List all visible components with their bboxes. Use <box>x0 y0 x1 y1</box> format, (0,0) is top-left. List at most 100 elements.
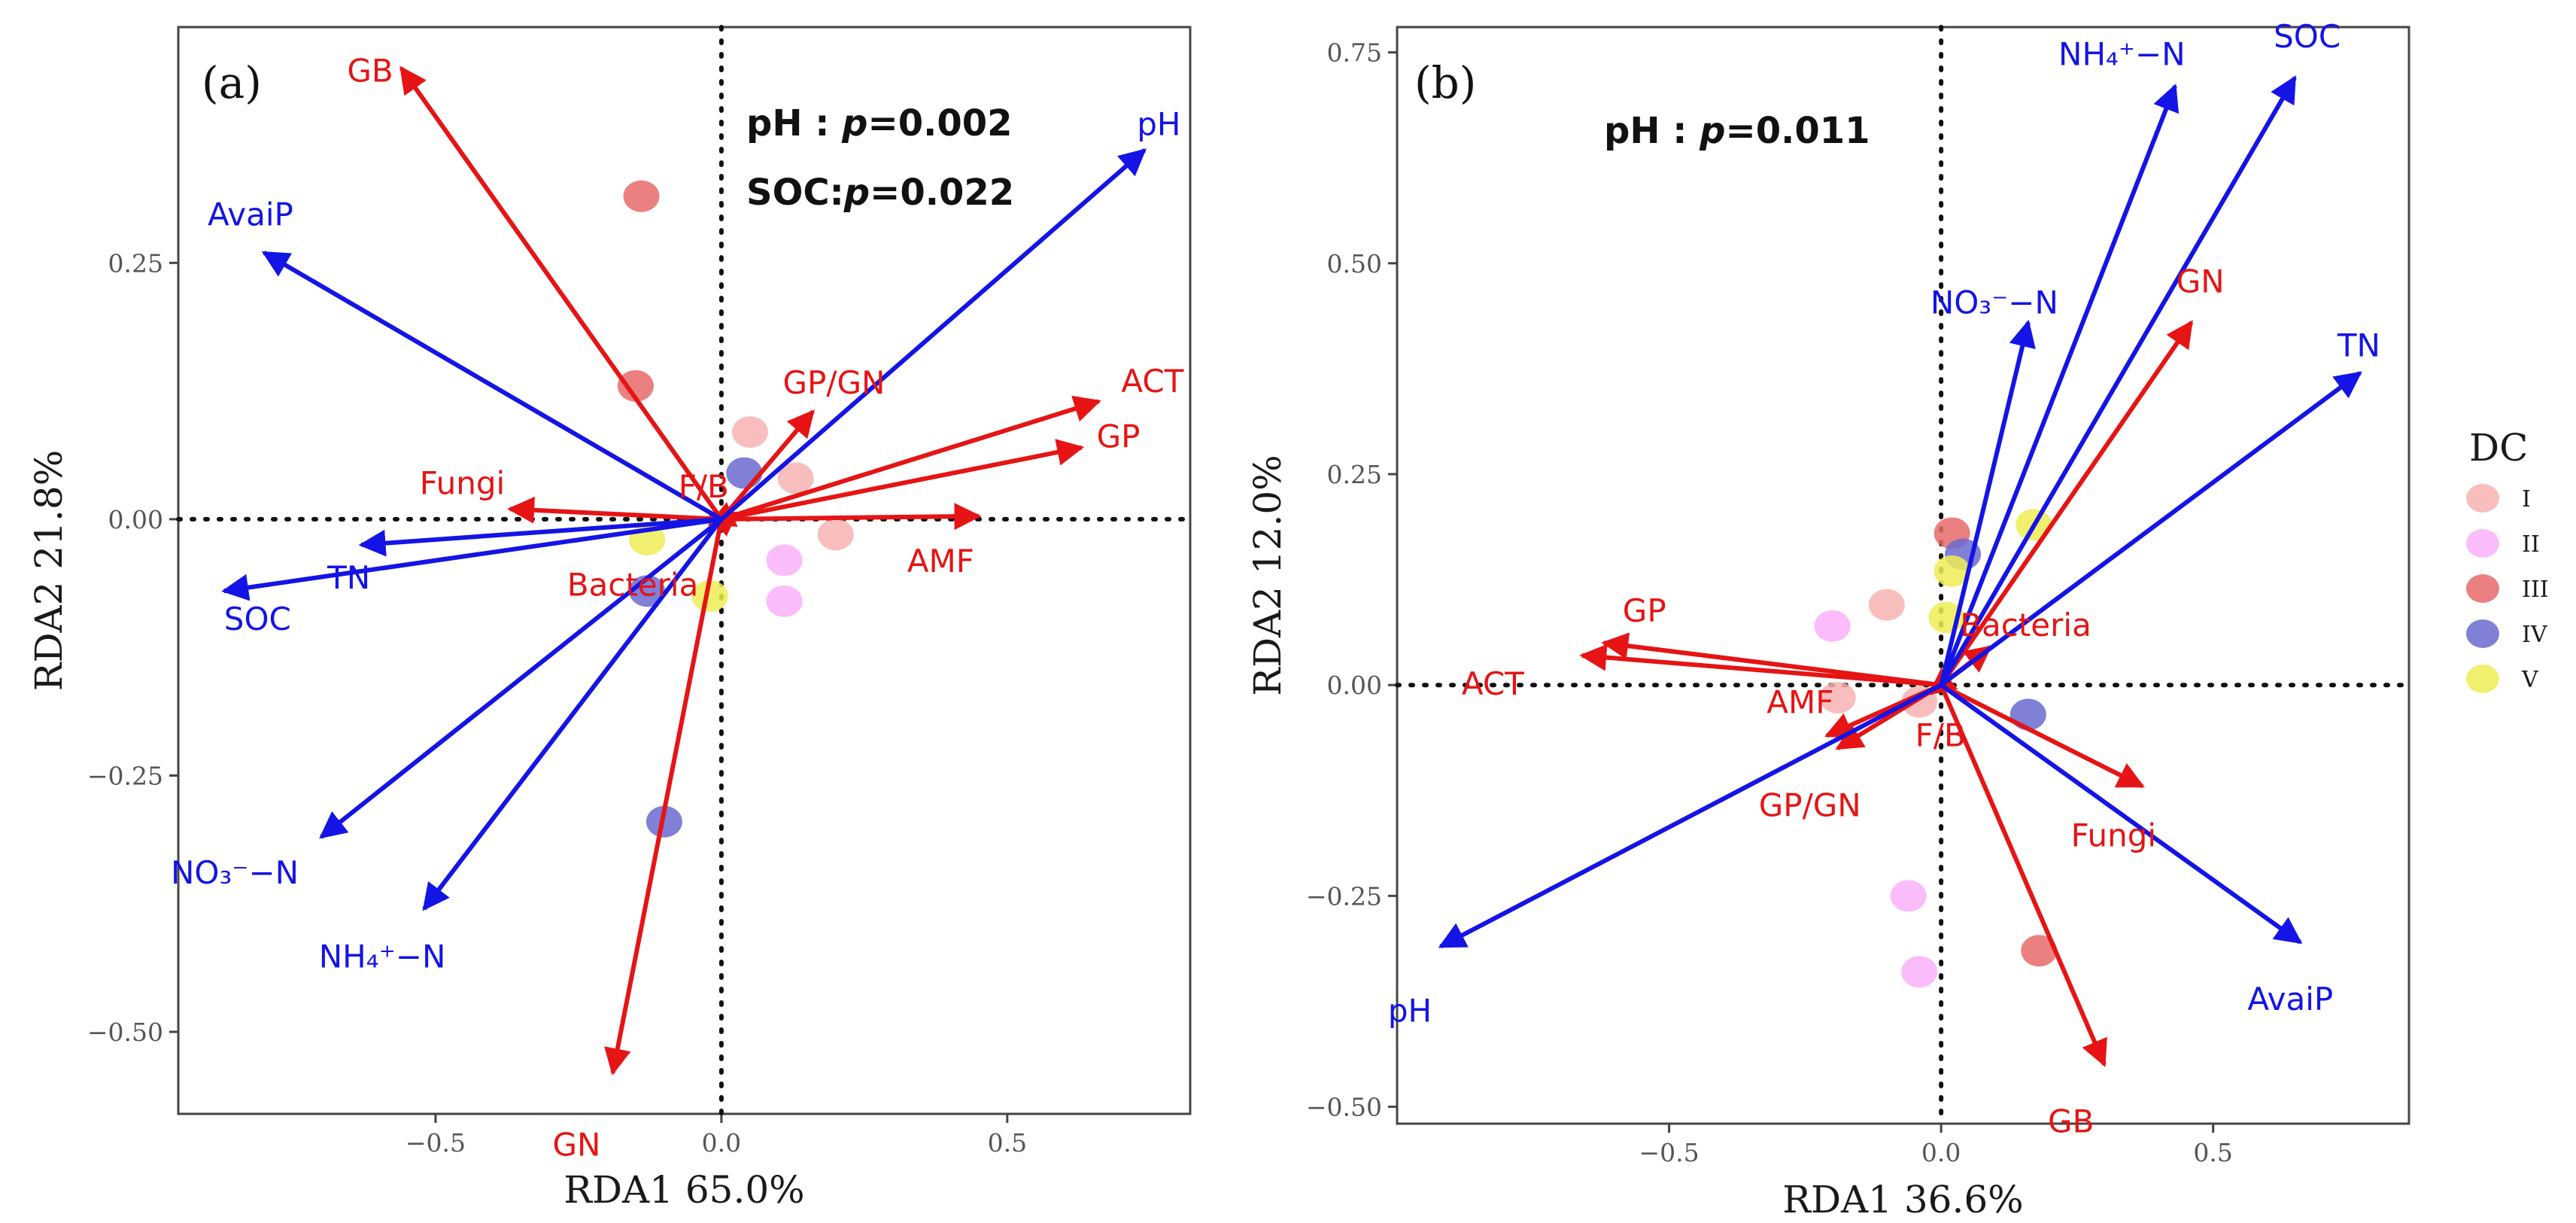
sample-point-ii <box>1901 956 1938 988</box>
plot-frame <box>1396 26 2410 1125</box>
rda-panel-a: −0.5 0.0 0.5 0.25 0.00 −0.25 −0.50 RDA1 65.0% RD… <box>27 25 1192 1212</box>
sample-point-i <box>777 462 814 494</box>
significance-ph: pH : p=0.011 <box>1604 110 1870 152</box>
sample-point-ii <box>1890 880 1927 912</box>
rda-panel-b: −0.5 0.0 0.5 0.75 0.50 0.25 0.00 −0.25 −0.50 RDA1… <box>1246 18 2411 1221</box>
legend-swatch-ii <box>2466 529 2499 558</box>
legend-label-v: V <box>2521 667 2539 693</box>
sample-point-iv <box>2009 698 2046 731</box>
response-vector-gb <box>399 65 724 521</box>
response-vector-gp <box>721 439 1085 522</box>
sample-point-i <box>817 519 854 551</box>
sample-point-iii <box>623 180 660 212</box>
sample-point-i <box>1819 682 1856 714</box>
sample-point-iv <box>726 457 763 489</box>
response-label-gp-gn: GP/GN <box>782 364 885 401</box>
y-tick-label: −0.50 <box>1306 1093 1382 1122</box>
x-tick-label: 0.0 <box>702 1128 741 1158</box>
response-label-gn: GN <box>553 1127 601 1164</box>
x-tick-label: −0.5 <box>1639 1138 1699 1167</box>
response-label-amf: AMF <box>907 543 974 580</box>
x-axis-title: RDA1 65.0% <box>564 1168 804 1212</box>
sample-point-v <box>1934 555 1970 587</box>
response-vector-gn <box>1939 320 2194 686</box>
x-tick-label: −0.5 <box>406 1128 466 1158</box>
env-vector-nh4-n <box>422 518 724 911</box>
legend-label-iii: III <box>2522 577 2549 603</box>
sample-point-ii <box>1814 610 1851 642</box>
env-vector-avaip <box>261 251 723 522</box>
env-vector-ph <box>1438 683 1943 949</box>
significance-soc: SOC:p=0.022 <box>746 172 1014 214</box>
sample-point-i <box>1868 589 1905 621</box>
sample-point-v <box>691 580 728 613</box>
x-axis-title: RDA1 36.6% <box>1782 1178 2023 1221</box>
significance-ph: pH : p=0.002 <box>746 102 1013 145</box>
response-vector-gb <box>1939 684 2107 1067</box>
env-label-nh4-n: NH₄⁺−N <box>319 939 446 975</box>
plot-frame <box>177 26 1192 1115</box>
env-label-avaip: AvaiP <box>2247 981 2333 1018</box>
response-vector-gn <box>604 519 724 1076</box>
response-vector-amf <box>721 503 982 531</box>
sample-point-i <box>731 416 768 449</box>
y-tick-label: 0.00 <box>1327 671 1382 700</box>
env-label-no3-n: NO₃⁻−N <box>1930 284 2058 321</box>
sample-point-ii <box>766 544 803 577</box>
response-vector-gp <box>1601 632 1942 688</box>
response-label-fungi: Fungi <box>420 464 505 501</box>
env-vector-soc <box>1939 75 2297 686</box>
legend-label-i: I <box>2522 486 2531 513</box>
sample-point-iii <box>2021 935 2058 967</box>
panel-label: (b) <box>1414 57 1476 108</box>
panel-label: (a) <box>202 57 262 108</box>
response-label-gp: GP <box>1097 418 1141 455</box>
y-tick-label: −0.25 <box>87 761 163 790</box>
legend-label-ii: II <box>2522 531 2540 558</box>
y-tick-label: −0.50 <box>87 1018 163 1047</box>
sample-point-ii <box>766 585 803 617</box>
y-tick-label: 0.50 <box>1327 249 1382 278</box>
env-label-no3-n: NO₃⁻−N <box>171 854 299 891</box>
env-label-soc: SOC <box>2274 18 2341 55</box>
response-label-gb: GB <box>2048 1103 2094 1140</box>
response-vector-act <box>1579 643 1942 688</box>
env-label-tn: TN <box>2337 327 2380 364</box>
response-vector-gp-gn <box>719 409 815 521</box>
response-label-gp: GP <box>1623 592 1666 629</box>
env-label-soc: SOC <box>224 601 291 637</box>
env-vector-tn <box>1940 371 2362 687</box>
legend-swatch-iii <box>2466 574 2499 603</box>
response-vector-fungi <box>1940 683 2145 789</box>
y-tick-label: 0.25 <box>1327 460 1382 489</box>
y-tick-label: 0.75 <box>1327 38 1382 68</box>
x-tick-label: 0.5 <box>988 1128 1027 1158</box>
sample-point-iii <box>617 370 654 402</box>
response-label-f-b: F/B <box>679 468 729 505</box>
y-tick-label: 0.00 <box>108 505 163 534</box>
x-tick-label: 0.5 <box>2193 1138 2232 1167</box>
env-vector-ph <box>719 148 1147 522</box>
response-label-f-b: F/B <box>1915 716 1966 753</box>
env-label-ph: pH <box>1137 105 1180 142</box>
response-vector-act <box>720 395 1101 522</box>
response-label-gp-gn: GP/GN <box>1759 786 1861 823</box>
env-vector-tn <box>358 516 722 557</box>
response-label-fungi: Fungi <box>2071 817 2156 854</box>
env-vector-avaip <box>1940 683 2303 945</box>
env-label-tn: TN <box>327 559 370 596</box>
env-vector-soc <box>221 516 722 601</box>
response-label-bacteria: Bacteria <box>1960 607 2091 643</box>
env-vector-no3-n <box>1939 319 2036 686</box>
response-label-bacteria: Bacteria <box>567 567 699 604</box>
legend-swatch-iv <box>2466 619 2499 648</box>
legend-label-iv: IV <box>2522 622 2548 648</box>
response-vector-fungi <box>507 496 722 524</box>
response-label-gn: GN <box>2177 263 2225 300</box>
y-axis-title: RDA2 12.0% <box>1246 455 1290 695</box>
legend-title: DC <box>2469 426 2528 470</box>
y-axis-title: RDA2 21.8% <box>27 450 71 691</box>
response-label-gb: GB <box>347 52 393 89</box>
